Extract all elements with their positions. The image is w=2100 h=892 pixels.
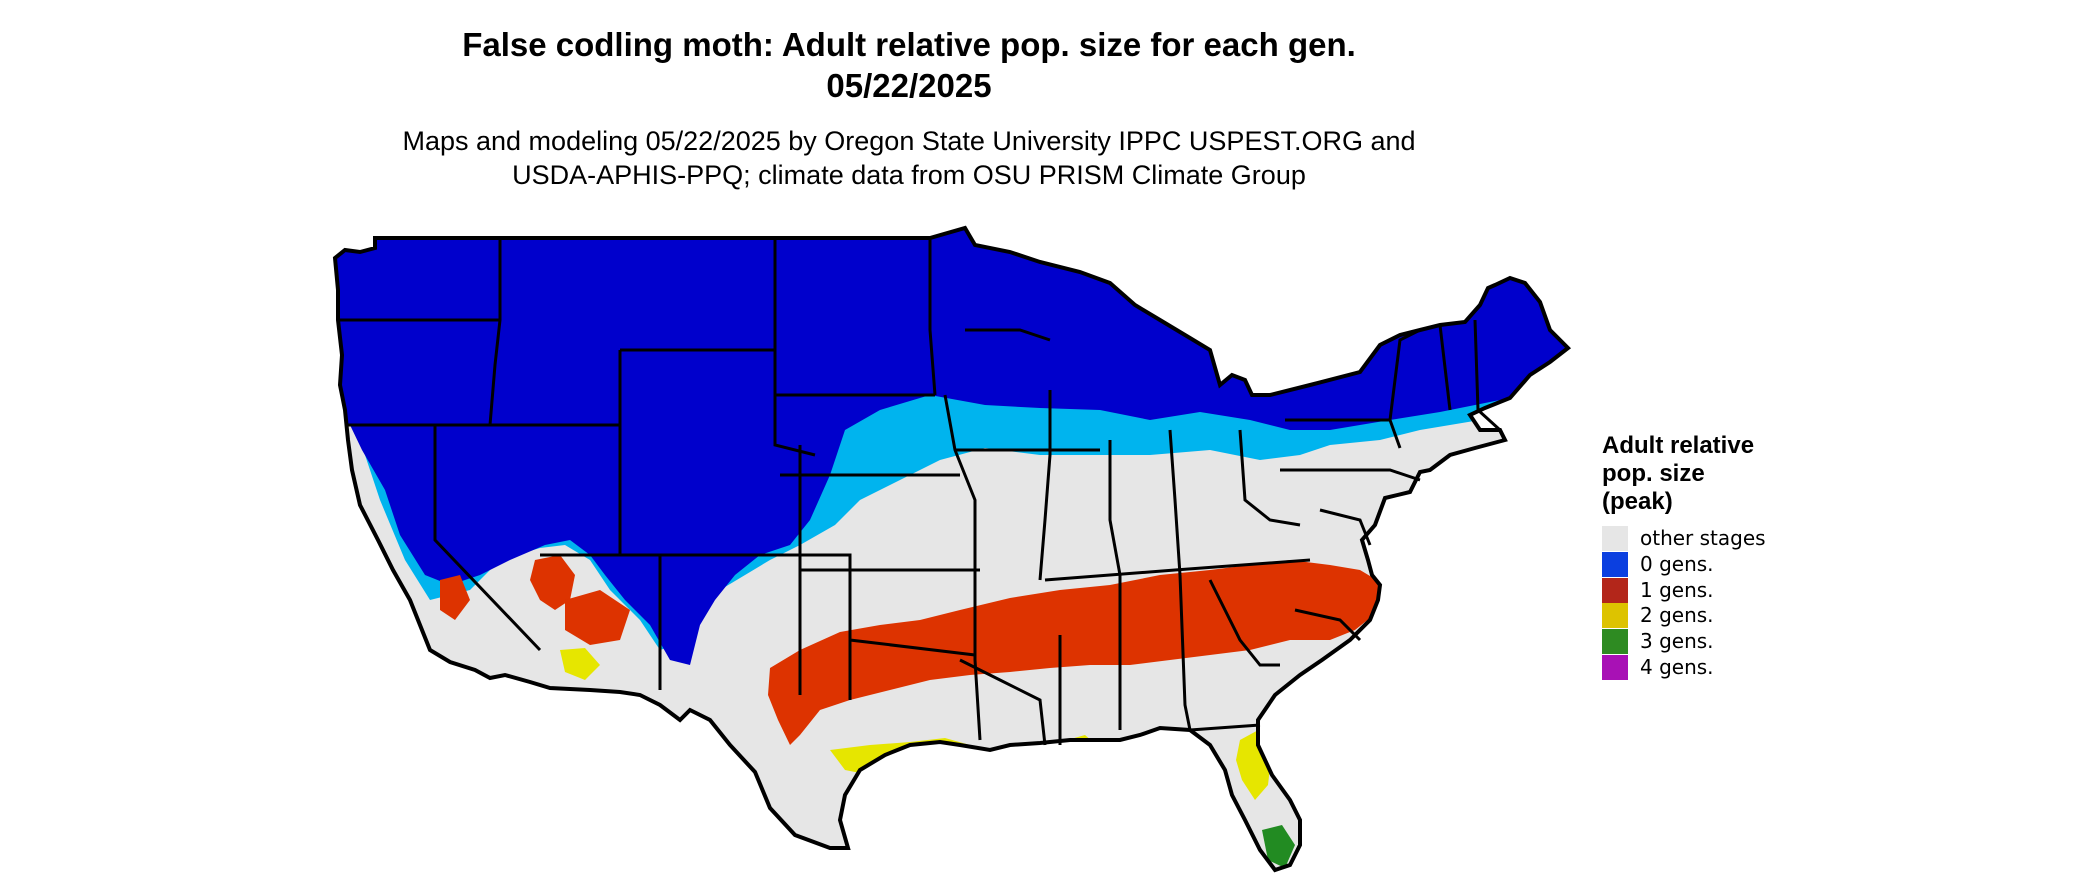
one-gen-patch-southern-california	[440, 575, 470, 620]
one-gen-patch-california	[530, 555, 575, 610]
legend-title: Adult relative pop. size (peak)	[1602, 432, 1862, 516]
title-date: 05/22/2025	[826, 67, 992, 104]
legend-swatch	[1602, 552, 1628, 578]
map-legend: Adult relative pop. size (peak) other st…	[1602, 432, 1862, 680]
map-credits: Maps and modeling 05/22/2025 by Oregon S…	[0, 124, 1818, 192]
one-gen-band	[768, 560, 1385, 745]
legend-title-line-1: Adult relative	[1602, 432, 1755, 459]
legend-label: 3 gens.	[1640, 629, 1714, 654]
legend-item: 0 gens.	[1602, 552, 1862, 578]
legend-item: 3 gens.	[1602, 629, 1862, 655]
legend-swatch	[1602, 629, 1628, 655]
legend-label: 2 gens.	[1640, 603, 1714, 628]
two-gens-arizona	[560, 648, 600, 680]
legend-items: other stages 0 gens. 1 gens. 2 gens. 3 gens.…	[1602, 526, 1862, 680]
legend-item: 2 gens.	[1602, 603, 1862, 629]
legend-swatch	[1602, 603, 1628, 629]
legend-swatch	[1602, 526, 1628, 552]
legend-title-line-2: pop. size	[1602, 460, 1705, 487]
three-gens-south-florida	[1262, 825, 1295, 868]
map-title: False codling moth: Adult relative pop. …	[0, 24, 1818, 106]
legend-swatch	[1602, 577, 1628, 603]
title-line-1: False codling moth: Adult relative pop. …	[462, 26, 1356, 63]
legend-item: other stages	[1602, 526, 1862, 552]
legend-item: 4 gens.	[1602, 654, 1862, 680]
us-map-svg	[333, 226, 1570, 872]
state-borders	[340, 238, 1502, 746]
legend-label: other stages	[1640, 526, 1766, 551]
one-gen-patch-arizona	[565, 590, 630, 645]
legend-item: 1 gens.	[1602, 577, 1862, 603]
credits-line-2: USDA-APHIS-PPQ; climate data from OSU PR…	[512, 160, 1306, 190]
three-gens-south-texas	[888, 826, 905, 848]
legend-label: 1 gens.	[1640, 577, 1714, 602]
legend-swatch	[1602, 654, 1628, 680]
us-map	[320, 220, 1580, 890]
legend-label: 4 gens.	[1640, 654, 1714, 679]
legend-title-line-3: (peak)	[1602, 488, 1673, 515]
legend-label: 0 gens.	[1640, 552, 1714, 577]
credits-line-1: Maps and modeling 05/22/2025 by Oregon S…	[402, 126, 1416, 156]
